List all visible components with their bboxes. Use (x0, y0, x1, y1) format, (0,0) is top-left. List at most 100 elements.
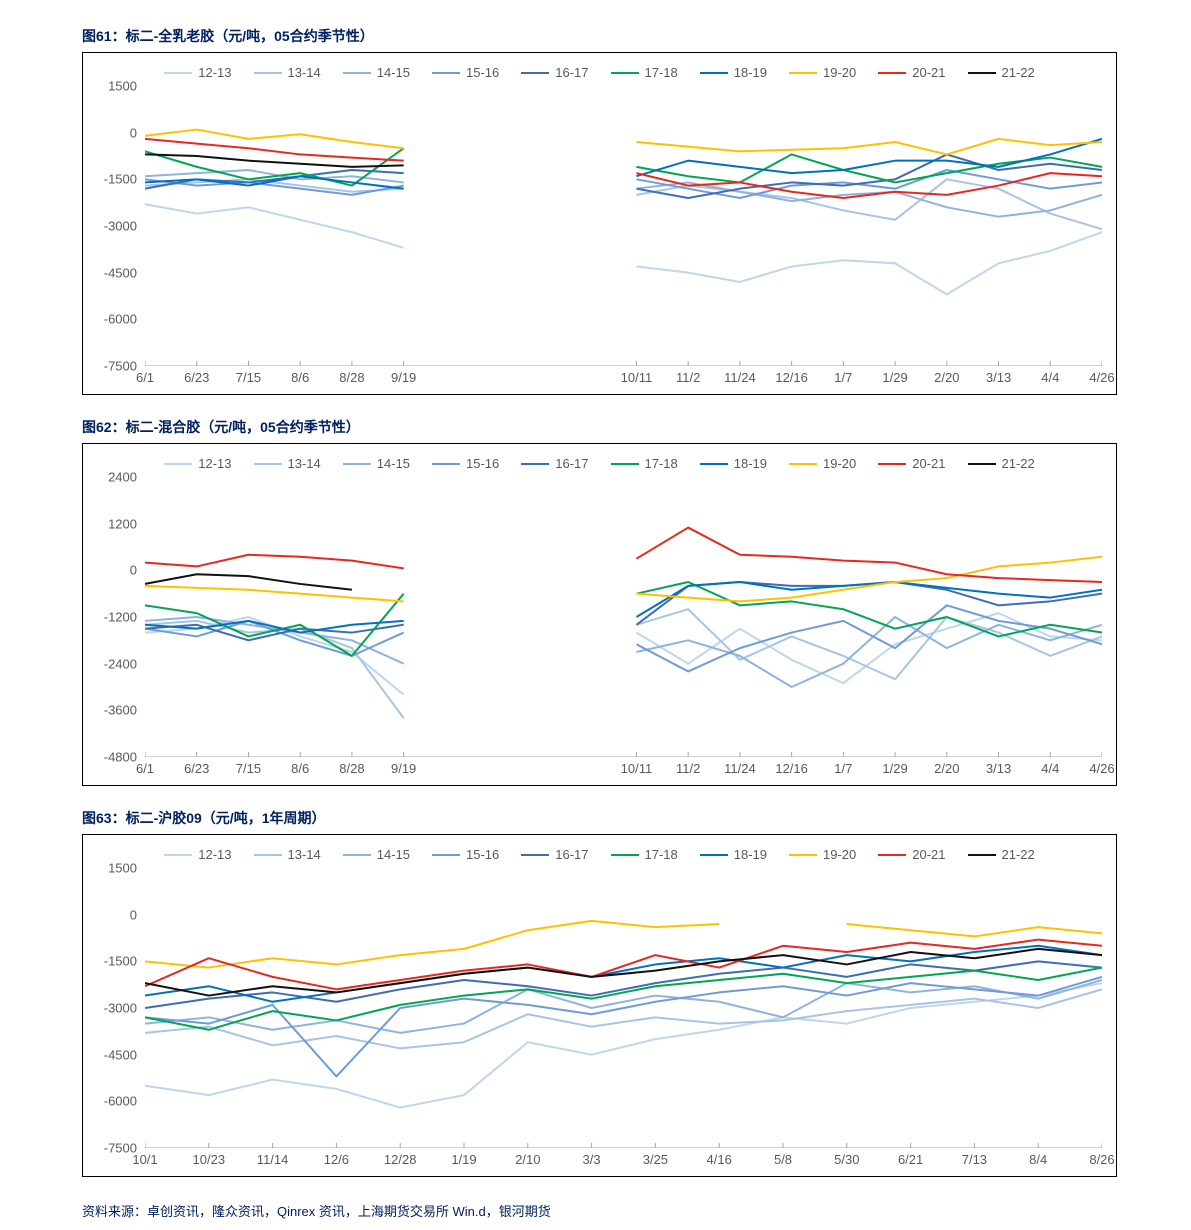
chart-svg (145, 86, 1102, 366)
legend-label: 15-16 (466, 847, 499, 862)
legend-label: 18-19 (734, 847, 767, 862)
legend-item: 16-17 (521, 847, 588, 862)
y-tick-label: -4500 (104, 1047, 137, 1062)
y-tick-label: -3600 (104, 703, 137, 718)
legend-item: 16-17 (521, 456, 588, 471)
x-tick-label: 6/21 (898, 1152, 923, 1167)
legend-swatch (254, 854, 282, 856)
x-axis-ticks: 6/16/237/158/68/289/1910/1111/211/2412/1… (93, 757, 1106, 781)
chart-panel: 12-1313-1414-1515-1616-1717-1818-1919-20… (82, 834, 1117, 1177)
x-tick-label: 2/20 (934, 761, 959, 776)
x-tick-label: 8/26 (1089, 1152, 1114, 1167)
legend-label: 20-21 (912, 65, 945, 80)
legend-item: 13-14 (254, 456, 321, 471)
legend-swatch (700, 463, 728, 465)
legend-label: 12-13 (198, 65, 231, 80)
y-tick-label: 2400 (108, 470, 137, 485)
legend-item: 19-20 (789, 847, 856, 862)
legend-label: 19-20 (823, 847, 856, 862)
x-tick-label: 8/6 (291, 370, 309, 385)
series-line (145, 989, 1102, 1048)
series-line (145, 586, 404, 602)
legend-swatch (700, 854, 728, 856)
plot-area: 240012000-1200-2400-3600-4800 (145, 477, 1102, 757)
legend-label: 20-21 (912, 847, 945, 862)
x-tick-label: 6/23 (184, 370, 209, 385)
legend-label: 13-14 (288, 65, 321, 80)
legend-swatch (878, 463, 906, 465)
x-tick-label: 7/15 (236, 370, 261, 385)
series-line (636, 232, 1102, 294)
x-axis-ticks: 6/16/237/158/68/289/1910/1111/211/2412/1… (93, 366, 1106, 390)
legend-swatch (521, 72, 549, 74)
legend-swatch (789, 72, 817, 74)
legend-label: 18-19 (734, 456, 767, 471)
legend-item: 13-14 (254, 847, 321, 862)
legend-item: 12-13 (164, 456, 231, 471)
legend-swatch (432, 72, 460, 74)
y-tick-label: -4500 (104, 265, 137, 280)
legend-swatch (968, 72, 996, 74)
legend-item: 19-20 (789, 456, 856, 471)
legend-label: 14-15 (377, 65, 410, 80)
legend-label: 21-22 (1002, 847, 1035, 862)
x-tick-label: 4/26 (1089, 761, 1114, 776)
x-tick-label: 6/23 (184, 761, 209, 776)
y-axis-ticks: 15000-1500-3000-4500-6000-7500 (93, 868, 141, 1148)
x-tick-label: 8/28 (339, 761, 364, 776)
series-line (145, 555, 404, 569)
x-tick-label: 11/24 (724, 370, 756, 385)
legend-item: 15-16 (432, 847, 499, 862)
legend-swatch (343, 463, 371, 465)
legend-label: 16-17 (555, 847, 588, 862)
legend-swatch (521, 463, 549, 465)
x-tick-label: 8/4 (1029, 1152, 1047, 1167)
legend-item: 20-21 (878, 847, 945, 862)
y-tick-label: -1500 (104, 954, 137, 969)
y-tick-label: -3000 (104, 1001, 137, 1016)
legend-item: 18-19 (700, 65, 767, 80)
x-tick-label: 4/4 (1041, 761, 1059, 776)
x-tick-label: 2/10 (515, 1152, 540, 1167)
legend-item: 15-16 (432, 65, 499, 80)
x-tick-label: 10/11 (621, 761, 653, 776)
y-tick-label: -6000 (104, 312, 137, 327)
x-tick-label: 10/11 (621, 370, 653, 385)
legend-item: 12-13 (164, 847, 231, 862)
x-tick-label: 12/6 (324, 1152, 349, 1167)
x-tick-label: 11/2 (676, 370, 700, 385)
series-line (636, 605, 1102, 671)
x-tick-label: 2/20 (934, 370, 959, 385)
legend-label: 15-16 (466, 65, 499, 80)
legend-label: 12-13 (198, 847, 231, 862)
legend-item: 21-22 (968, 65, 1035, 80)
legend-label: 17-18 (645, 456, 678, 471)
chart-svg (145, 477, 1102, 757)
chart-svg (145, 868, 1102, 1148)
legend-item: 20-21 (878, 456, 945, 471)
series-line (145, 130, 404, 149)
legend-swatch (521, 854, 549, 856)
source-text: 资料来源：卓创资讯，隆众资讯，Qinrex 资讯，上海期货交易所 Win.d，银… (0, 1191, 1191, 1220)
legend-swatch (164, 854, 192, 856)
legend-label: 13-14 (288, 456, 321, 471)
y-axis-ticks: 240012000-1200-2400-3600-4800 (93, 477, 141, 757)
legend-item: 17-18 (611, 65, 678, 80)
legend-label: 17-18 (645, 65, 678, 80)
chart-title: 图61：标二-全乳老胶（元/吨，05合约季节性） (0, 18, 1191, 52)
x-tick-label: 1/29 (882, 761, 907, 776)
legend-item: 19-20 (789, 65, 856, 80)
x-tick-label: 7/15 (236, 761, 261, 776)
legend-label: 20-21 (912, 456, 945, 471)
x-tick-label: 10/1 (132, 1152, 157, 1167)
chart-title: 图62：标二-混合胶（元/吨，05合约季节性） (0, 409, 1191, 443)
x-tick-label: 5/8 (774, 1152, 792, 1167)
y-tick-label: -1200 (104, 610, 137, 625)
legend-item: 15-16 (432, 456, 499, 471)
chart-panel: 12-1313-1414-1515-1616-1717-1818-1919-20… (82, 52, 1117, 395)
x-tick-label: 3/25 (643, 1152, 668, 1167)
series-line (145, 139, 404, 161)
x-tick-label: 11/24 (724, 761, 756, 776)
x-tick-label: 5/30 (834, 1152, 859, 1167)
series-line (145, 940, 1102, 990)
